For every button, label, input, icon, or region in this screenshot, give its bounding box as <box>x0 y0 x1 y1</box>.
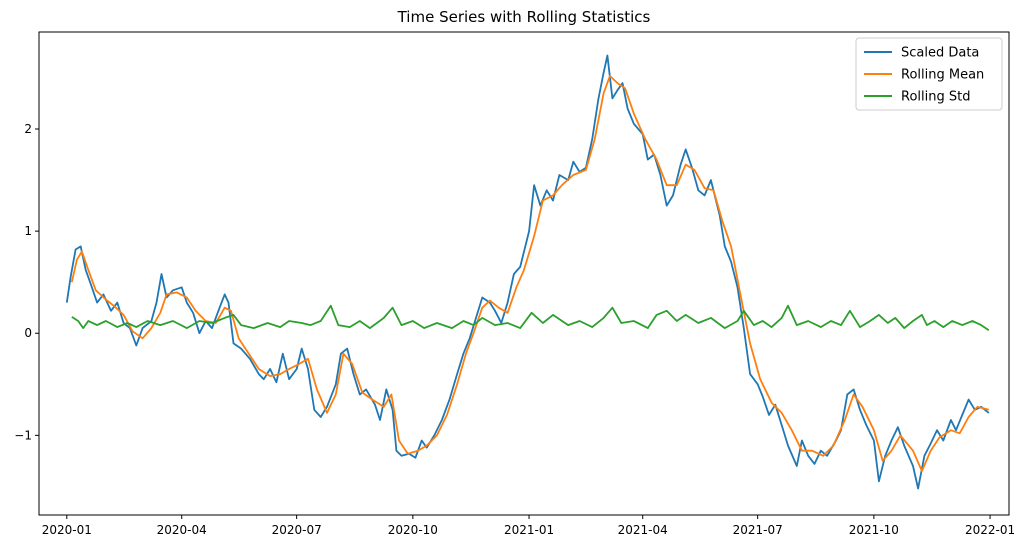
x-tick-label: 2020-04 <box>157 523 207 537</box>
x-tick-label: 2021-04 <box>618 523 668 537</box>
x-tick-label: 2022-01 <box>965 523 1015 537</box>
x-tick-label: 2020-10 <box>388 523 438 537</box>
x-axis: 2020-01 2020-04 2020-07 2020-10 2021-01 2021-… <box>42 515 1015 537</box>
x-tick-label: 2021-07 <box>733 523 783 537</box>
plot-area <box>65 54 990 490</box>
legend: Scaled Data Rolling Mean Rolling Std <box>855 37 1003 111</box>
y-tick-label: 0 <box>24 326 32 340</box>
y-tick-label: −1 <box>14 428 32 442</box>
legend-label-scaled-data: Scaled Data <box>901 46 979 61</box>
x-tick-label: 2020-07 <box>272 523 322 537</box>
y-tick-label: 2 <box>24 122 32 136</box>
x-tick-label: 2021-01 <box>504 523 554 537</box>
y-tick-label: 1 <box>24 224 32 238</box>
legend-label-rolling-std: Rolling Std <box>901 90 970 105</box>
x-tick-label: 2021-10 <box>849 523 899 537</box>
axes-frame <box>38 31 1010 516</box>
x-tick-label: 2020-01 <box>42 523 92 537</box>
chart-title: Time Series with Rolling Statistics <box>397 8 651 26</box>
series-line-rolling-std <box>71 304 990 331</box>
legend-label-rolling-mean: Rolling Mean <box>901 68 984 83</box>
y-axis: −1 0 1 2 <box>14 122 39 442</box>
legend-box <box>855 37 1003 111</box>
series-lines <box>65 54 990 490</box>
